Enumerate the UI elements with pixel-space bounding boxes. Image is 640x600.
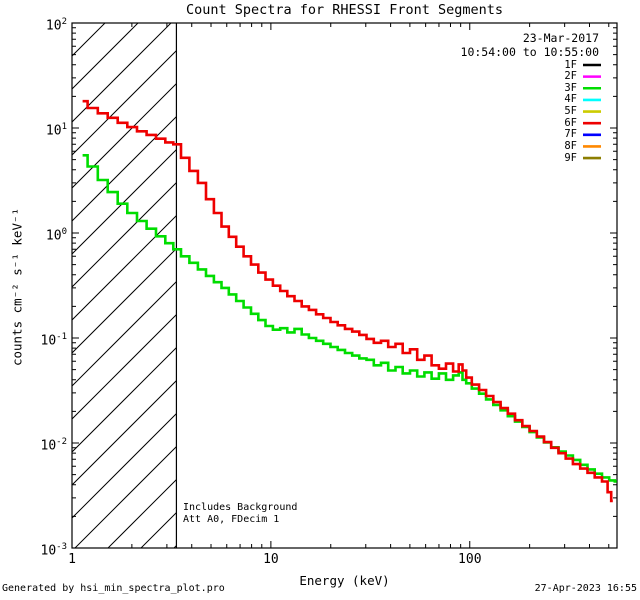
x-tick-label: 10 [263,552,279,567]
axis-ticks [71,22,617,549]
legend-label-2F: 2F [564,70,577,83]
observation-date: 23-Mar-2017 [522,31,599,45]
page-title: Count Spectra for RHESSI Front Segments [186,2,503,18]
legend-label-4F: 4F [564,93,577,106]
render-timestamp: 27-Apr-2023 16:55 [534,583,637,594]
annotation-line-2: Att A0, FDecim 1 [183,513,280,525]
annotation-line-1: Includes Background [183,502,298,513]
x-tick-label: 100 [458,552,482,567]
y-tick-label: 10-3 [40,542,68,559]
y-tick-label: 10-1 [40,332,68,349]
legend-label-7F: 7F [564,128,577,141]
legend-label-3F: 3F [564,81,577,94]
generator-credit: Generated by hsi_min_spectra_plot.pro [2,583,225,594]
legend-label-9F: 9F [564,151,577,164]
legend-label-8F: 8F [564,139,577,152]
legend-label-6F: 6F [564,116,577,129]
legend-label-5F: 5F [564,105,577,117]
legend-label-1F: 1F [564,58,577,71]
y-tick-label: 100 [45,227,67,244]
spectrum-curve-6F [82,99,613,503]
y-tick-label: 102 [45,17,67,34]
x-tick-label: 1 [68,552,76,567]
observation-time-range: 10:54:00 to 10:55:00 [460,45,599,59]
plot-box [71,22,618,549]
plot-annotation: Includes Background Att A0, FDecim 1 [183,502,297,525]
y-tick-label: 101 [45,122,67,139]
hatched-region [72,23,177,548]
y-tick-label: 10-2 [40,437,68,454]
y-axis-label: counts cm⁻² s⁻¹ keV⁻¹ [9,207,25,367]
x-axis-label: Energy (keV) [299,573,390,588]
observation-datetime: 23-Mar-2017 10:54:00 to 10:55:00 [461,31,599,59]
